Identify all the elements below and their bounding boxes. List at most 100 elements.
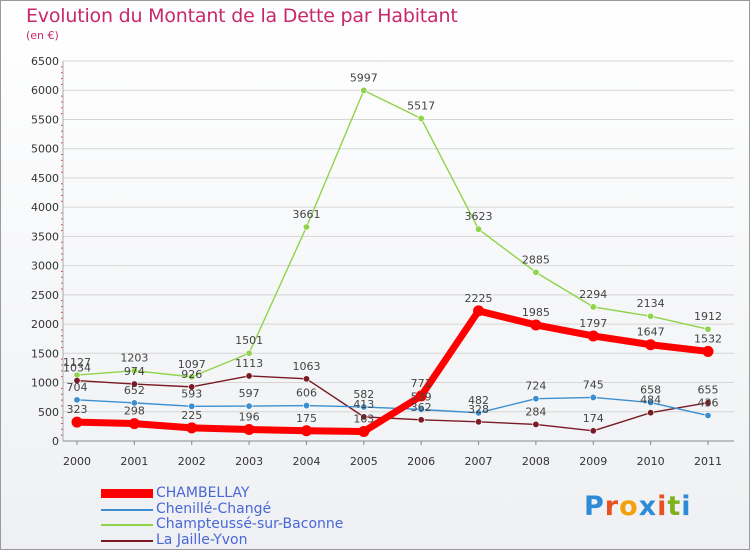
data-point-la-jaille-yvon bbox=[532, 420, 540, 428]
legend-label-chambellay: CHAMBELLAY bbox=[156, 485, 250, 501]
data-label-champteuss-sur-baconne: 2294 bbox=[579, 288, 607, 301]
data-label-chambellay: 1647 bbox=[637, 326, 665, 339]
data-label-chenill-chang-: 652 bbox=[124, 384, 145, 397]
data-point-chambellay bbox=[186, 422, 198, 434]
data-label-la-jaille-yvon: 174 bbox=[583, 412, 604, 425]
data-point-champteuss-sur-baconne bbox=[532, 268, 540, 276]
data-point-champteuss-sur-baconne bbox=[188, 373, 196, 381]
x-tick-label: 2004 bbox=[292, 455, 320, 468]
data-point-champteuss-sur-baconne bbox=[130, 367, 138, 375]
logo-letter: x bbox=[638, 491, 658, 522]
legend-swatch-chenille-change bbox=[101, 509, 153, 511]
data-point-chambellay bbox=[358, 425, 370, 437]
y-tick-label: 6500 bbox=[31, 55, 59, 68]
proxiti-logo: Proxiti bbox=[584, 491, 692, 522]
data-label-chenill-chang-: 539 bbox=[411, 390, 432, 403]
data-label-la-jaille-yvon: 974 bbox=[124, 365, 145, 378]
data-point-chenill-chang- bbox=[130, 399, 138, 407]
data-point-chenill-chang- bbox=[188, 402, 196, 410]
data-label-chambellay: 196 bbox=[239, 411, 260, 424]
data-label-champteuss-sur-baconne: 1501 bbox=[235, 334, 263, 347]
data-point-la-jaille-yvon bbox=[360, 413, 368, 421]
data-point-chenill-chang- bbox=[73, 396, 81, 404]
legend-label-champteusse: Champteussé-sur-Baconne bbox=[156, 516, 344, 532]
series-line-champteuss-sur-baconne bbox=[76, 89, 709, 378]
data-label-champteuss-sur-baconne: 1203 bbox=[120, 352, 148, 365]
data-point-champteuss-sur-baconne bbox=[647, 312, 655, 320]
data-point-chenill-chang- bbox=[302, 402, 310, 410]
data-label-chambellay: 323 bbox=[67, 403, 88, 416]
legend-label-chenille-change: Chenillé-Changé bbox=[156, 501, 272, 517]
data-label-chenill-chang-: 658 bbox=[640, 384, 661, 397]
data-label-la-jaille-yvon: 1063 bbox=[292, 360, 320, 373]
data-label-chambellay: 225 bbox=[181, 409, 202, 422]
data-label-chambellay: 298 bbox=[124, 405, 145, 418]
data-point-la-jaille-yvon bbox=[647, 409, 655, 417]
y-tick-label: 500 bbox=[38, 406, 59, 419]
data-label-chenill-chang-: 745 bbox=[583, 378, 604, 391]
data-point-chambellay bbox=[530, 319, 542, 331]
data-point-chenill-chang- bbox=[532, 395, 540, 403]
data-label-la-jaille-yvon: 655 bbox=[698, 384, 719, 397]
data-point-la-jaille-yvon bbox=[589, 427, 597, 435]
x-tick-label: 2001 bbox=[120, 455, 148, 468]
series-line-chambellay bbox=[73, 307, 712, 435]
y-tick-label: 3500 bbox=[31, 230, 59, 243]
data-point-chambellay bbox=[300, 425, 312, 437]
data-point-chenill-chang- bbox=[704, 412, 712, 420]
legend-label-la-jaille-yvon: La Jaille-Yvon bbox=[156, 532, 248, 548]
y-tick-label: 4500 bbox=[31, 172, 59, 185]
chart-subtitle: (en €) bbox=[26, 29, 59, 42]
y-tick-label: 1500 bbox=[31, 347, 59, 360]
data-label-champteuss-sur-baconne: 3623 bbox=[465, 210, 493, 223]
data-label-chenill-chang-: 704 bbox=[67, 381, 88, 394]
y-tick-label: 6000 bbox=[31, 84, 59, 97]
data-label-champteuss-sur-baconne: 1912 bbox=[694, 310, 722, 323]
x-tick-label: 2005 bbox=[350, 455, 378, 468]
data-point-chambellay bbox=[243, 424, 255, 436]
data-label-la-jaille-yvon: 413 bbox=[353, 398, 374, 411]
data-label-la-jaille-yvon: 926 bbox=[181, 368, 202, 381]
data-point-chambellay bbox=[645, 339, 657, 351]
data-point-la-jaille-yvon bbox=[130, 380, 138, 388]
chart-title: Evolution du Montant de la Dette par Hab… bbox=[26, 5, 458, 27]
data-label-champteuss-sur-baconne: 2885 bbox=[522, 253, 550, 266]
series-line-la-jaille-yvon bbox=[76, 375, 709, 432]
data-point-la-jaille-yvon bbox=[188, 383, 196, 391]
data-label-champteuss-sur-baconne: 1097 bbox=[178, 358, 206, 371]
data-label-la-jaille-yvon: 328 bbox=[468, 403, 489, 416]
data-label-chenill-chang-: 436 bbox=[698, 397, 719, 410]
data-point-la-jaille-yvon bbox=[417, 416, 425, 424]
y-tick-label: 0 bbox=[52, 435, 59, 448]
data-label-la-jaille-yvon: 1034 bbox=[63, 362, 91, 375]
series-line-chenill-chang- bbox=[76, 396, 709, 417]
logo-letter: i bbox=[657, 491, 668, 522]
data-label-chenill-chang-: 482 bbox=[468, 394, 489, 407]
legend-swatch-la-jaille-yvon bbox=[101, 540, 153, 542]
legend-swatch-chambellay bbox=[101, 489, 153, 498]
data-label-chambellay: 2225 bbox=[465, 292, 493, 305]
data-point-champteuss-sur-baconne bbox=[589, 303, 597, 311]
x-tick-label: 2003 bbox=[235, 455, 263, 468]
logo-letter: t bbox=[667, 491, 682, 522]
y-tick-label: 5000 bbox=[31, 143, 59, 156]
data-label-chambellay: 1985 bbox=[522, 306, 550, 319]
data-point-chambellay bbox=[71, 416, 83, 428]
y-tick-label: 2500 bbox=[31, 289, 59, 302]
data-point-la-jaille-yvon bbox=[73, 377, 81, 385]
legend-item-chenille-change: Chenillé-Changé bbox=[101, 501, 501, 517]
data-label-champteuss-sur-baconne: 5997 bbox=[350, 71, 378, 84]
data-point-champteuss-sur-baconne bbox=[245, 349, 253, 357]
data-label-chambellay: 163 bbox=[353, 412, 374, 425]
data-point-la-jaille-yvon bbox=[475, 418, 483, 426]
legend-item-chambellay: CHAMBELLAY bbox=[101, 485, 501, 501]
data-point-chenill-chang- bbox=[589, 393, 597, 401]
data-label-la-jaille-yvon: 284 bbox=[525, 405, 546, 418]
y-tick-label: 5500 bbox=[31, 113, 59, 126]
data-point-chenill-chang- bbox=[475, 409, 483, 417]
x-tick-label: 2008 bbox=[522, 455, 550, 468]
y-tick-label: 4000 bbox=[31, 201, 59, 214]
y-tick-label: 1000 bbox=[31, 377, 59, 390]
